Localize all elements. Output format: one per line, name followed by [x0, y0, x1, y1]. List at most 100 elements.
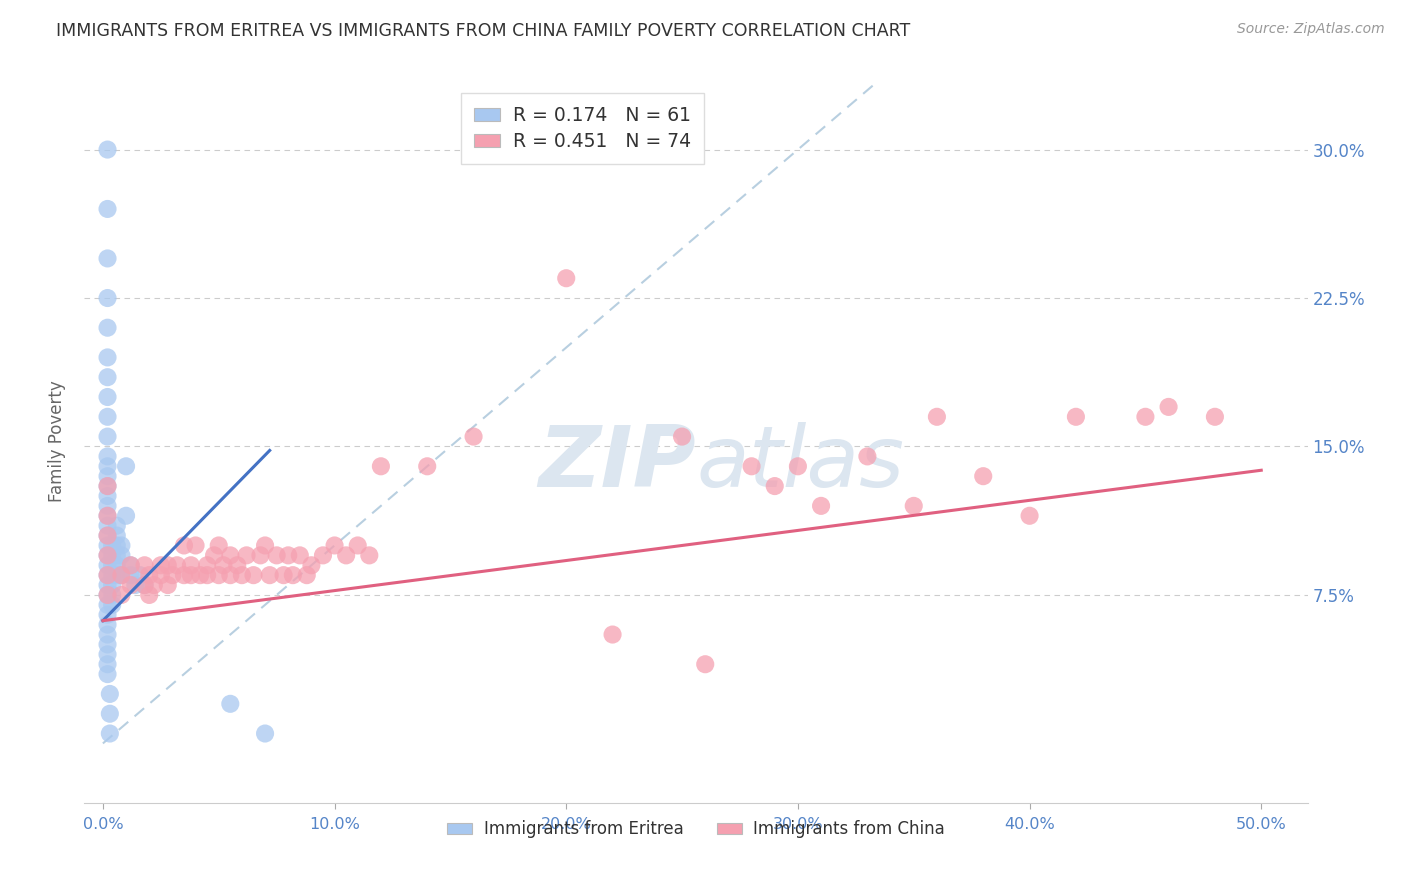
Point — [266, 549, 288, 563]
Text: Source: ZipAtlas.com: Source: ZipAtlas.com — [1237, 22, 1385, 37]
Point — [299, 558, 322, 573]
Point — [138, 588, 160, 602]
Point — [235, 549, 257, 563]
Point — [184, 539, 207, 553]
Point — [335, 549, 357, 563]
Point — [346, 539, 368, 553]
Point — [254, 726, 277, 740]
Point — [810, 499, 832, 513]
Point — [96, 390, 118, 404]
Point — [134, 578, 156, 592]
Point — [925, 409, 948, 424]
Point — [1135, 409, 1157, 424]
Point — [96, 588, 118, 602]
Point — [120, 568, 142, 582]
Point — [110, 549, 132, 563]
Point — [105, 549, 128, 563]
Point — [120, 558, 142, 573]
Point — [124, 578, 146, 592]
Point — [173, 568, 195, 582]
Point — [741, 459, 763, 474]
Point — [96, 469, 118, 483]
Point — [101, 549, 124, 563]
Point — [96, 143, 118, 157]
Point — [162, 568, 184, 582]
Point — [1064, 409, 1087, 424]
Point — [763, 479, 786, 493]
Point — [219, 697, 242, 711]
Point — [105, 558, 128, 573]
Point — [555, 271, 578, 285]
Point — [219, 568, 242, 582]
Point — [96, 489, 118, 503]
Point — [115, 508, 138, 523]
Point — [101, 588, 124, 602]
Point — [273, 568, 295, 582]
Point — [1157, 400, 1180, 414]
Point — [312, 549, 335, 563]
Point — [96, 409, 118, 424]
Point — [120, 558, 142, 573]
Text: IMMIGRANTS FROM ERITREA VS IMMIGRANTS FROM CHINA FAMILY POVERTY CORRELATION CHAR: IMMIGRANTS FROM ERITREA VS IMMIGRANTS FR… — [56, 22, 911, 40]
Y-axis label: Family Poverty: Family Poverty — [48, 381, 66, 502]
Point — [101, 598, 124, 612]
Point — [98, 687, 121, 701]
Point — [96, 588, 118, 602]
Point — [370, 459, 392, 474]
Point — [416, 459, 439, 474]
Point — [219, 549, 242, 563]
Point — [96, 202, 118, 216]
Point — [96, 499, 118, 513]
Point — [463, 429, 485, 443]
Point — [96, 518, 118, 533]
Point — [98, 726, 121, 740]
Point — [903, 499, 925, 513]
Point — [96, 450, 118, 464]
Point — [208, 539, 231, 553]
Point — [110, 568, 132, 582]
Point — [110, 539, 132, 553]
Point — [359, 549, 381, 563]
Point — [202, 549, 225, 563]
Point — [149, 558, 172, 573]
Point — [96, 568, 118, 582]
Point — [695, 657, 717, 672]
Point — [212, 558, 235, 573]
Point — [96, 637, 118, 651]
Point — [856, 450, 879, 464]
Point — [1204, 409, 1226, 424]
Point — [96, 528, 118, 542]
Point — [96, 479, 118, 493]
Point — [96, 549, 118, 563]
Point — [231, 568, 253, 582]
Point — [134, 578, 156, 592]
Point — [166, 558, 188, 573]
Point — [96, 657, 118, 672]
Point — [96, 528, 118, 542]
Point — [110, 588, 132, 602]
Point — [195, 568, 218, 582]
Point — [110, 568, 132, 582]
Point — [96, 627, 118, 641]
Point — [142, 578, 165, 592]
Point — [105, 528, 128, 542]
Point — [96, 667, 118, 681]
Point — [972, 469, 994, 483]
Point — [129, 568, 152, 582]
Point — [105, 568, 128, 582]
Point — [96, 351, 118, 365]
Point — [96, 370, 118, 384]
Point — [96, 429, 118, 443]
Point — [1018, 508, 1040, 523]
Point — [96, 648, 118, 662]
Point — [96, 549, 118, 563]
Point — [115, 459, 138, 474]
Point — [96, 459, 118, 474]
Point — [180, 558, 202, 573]
Point — [281, 568, 304, 582]
Point — [138, 568, 160, 582]
Point — [226, 558, 249, 573]
Point — [101, 558, 124, 573]
Point — [295, 568, 318, 582]
Point — [208, 568, 231, 582]
